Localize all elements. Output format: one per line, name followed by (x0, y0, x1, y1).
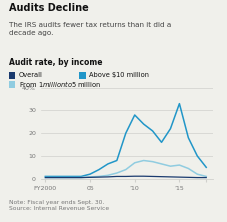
Text: Note: Fiscal year ends Sept. 30.
Source: Internal Revenue Service: Note: Fiscal year ends Sept. 30. Source:… (9, 200, 109, 211)
Text: The IRS audits fewer tax returns than it did a
decade ago.: The IRS audits fewer tax returns than it… (9, 22, 171, 36)
Text: Overall: Overall (19, 72, 43, 78)
Text: From $1 million to $5 million: From $1 million to $5 million (19, 79, 101, 89)
Text: Audit rate, by income: Audit rate, by income (9, 58, 103, 67)
Text: Above $10 million: Above $10 million (89, 72, 149, 78)
Text: Audits Decline: Audits Decline (9, 3, 89, 13)
